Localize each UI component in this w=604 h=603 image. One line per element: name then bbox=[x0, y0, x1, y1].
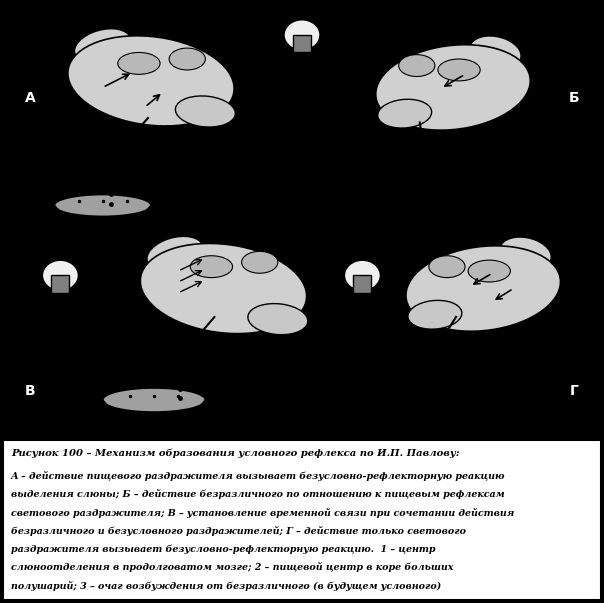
Ellipse shape bbox=[54, 195, 151, 216]
Text: 2: 2 bbox=[129, 10, 137, 21]
Text: А – действие пищевого раздражителя вызывает безусловно-рефлекторную реакцию: А – действие пищевого раздражителя вызыв… bbox=[11, 471, 506, 481]
Text: раздражителя в зрительной зоне коры; 4 – временная связь в коре между центрами: раздражителя в зрительной зоне коры; 4 –… bbox=[11, 599, 506, 603]
FancyBboxPatch shape bbox=[6, 74, 54, 122]
Text: светового раздражителя; В – установление временной связи при сочетании действия: светового раздражителя; В – установление… bbox=[11, 508, 514, 517]
Text: слюноотделения в продолговатом мозге; 2 – пищевой центр в коре больших: слюноотделения в продолговатом мозге; 2 … bbox=[11, 563, 453, 572]
FancyBboxPatch shape bbox=[51, 276, 69, 293]
Ellipse shape bbox=[190, 256, 233, 277]
Text: 1: 1 bbox=[57, 65, 64, 75]
Ellipse shape bbox=[68, 36, 234, 126]
Text: А: А bbox=[25, 92, 36, 106]
Ellipse shape bbox=[147, 236, 204, 271]
Ellipse shape bbox=[468, 260, 510, 282]
Ellipse shape bbox=[248, 303, 308, 335]
Ellipse shape bbox=[469, 36, 521, 69]
Ellipse shape bbox=[344, 260, 381, 291]
Ellipse shape bbox=[376, 45, 530, 130]
FancyBboxPatch shape bbox=[6, 367, 54, 415]
Text: Б: Б bbox=[568, 92, 579, 106]
Ellipse shape bbox=[429, 256, 465, 277]
Ellipse shape bbox=[500, 237, 551, 270]
Ellipse shape bbox=[118, 52, 160, 74]
FancyBboxPatch shape bbox=[293, 35, 311, 52]
Text: выделения слюны; Б – действие безразличного по отношению к пищевым рефлексам: выделения слюны; Б – действие безразличн… bbox=[11, 490, 504, 499]
FancyBboxPatch shape bbox=[550, 74, 598, 122]
Ellipse shape bbox=[438, 59, 480, 81]
FancyBboxPatch shape bbox=[3, 440, 601, 599]
Text: Рисунок 100 – Механизм образования условного рефлекса по И.П. Павлову:: Рисунок 100 – Механизм образования услов… bbox=[11, 449, 460, 458]
Ellipse shape bbox=[378, 99, 432, 128]
Ellipse shape bbox=[408, 300, 462, 329]
Ellipse shape bbox=[169, 48, 205, 70]
Ellipse shape bbox=[242, 251, 278, 273]
Ellipse shape bbox=[42, 260, 79, 291]
Text: безразличного и безусловного раздражителей; Г – действие только светового: безразличного и безусловного раздражител… bbox=[11, 526, 466, 536]
Ellipse shape bbox=[399, 55, 435, 77]
Text: полушарий; 3 – очаг возбуждения от безразличного (в будущем условного): полушарий; 3 – очаг возбуждения от безра… bbox=[11, 581, 441, 590]
Ellipse shape bbox=[406, 246, 561, 331]
Ellipse shape bbox=[284, 20, 320, 50]
Text: раздражителя вызывает безусловно-рефлекторную реакцию.  1 – центр: раздражителя вызывает безусловно-рефлект… bbox=[11, 544, 435, 554]
FancyBboxPatch shape bbox=[353, 276, 371, 293]
FancyBboxPatch shape bbox=[550, 367, 598, 415]
Ellipse shape bbox=[103, 388, 205, 412]
Text: Г: Г bbox=[570, 384, 578, 398]
Ellipse shape bbox=[74, 29, 131, 63]
Ellipse shape bbox=[140, 244, 307, 333]
Text: 3: 3 bbox=[205, 209, 212, 219]
Text: 4: 4 bbox=[536, 223, 545, 232]
Ellipse shape bbox=[175, 96, 236, 127]
Text: 3: 3 bbox=[537, 41, 544, 51]
Text: В: В bbox=[25, 384, 36, 398]
Text: 2: 2 bbox=[184, 229, 191, 239]
